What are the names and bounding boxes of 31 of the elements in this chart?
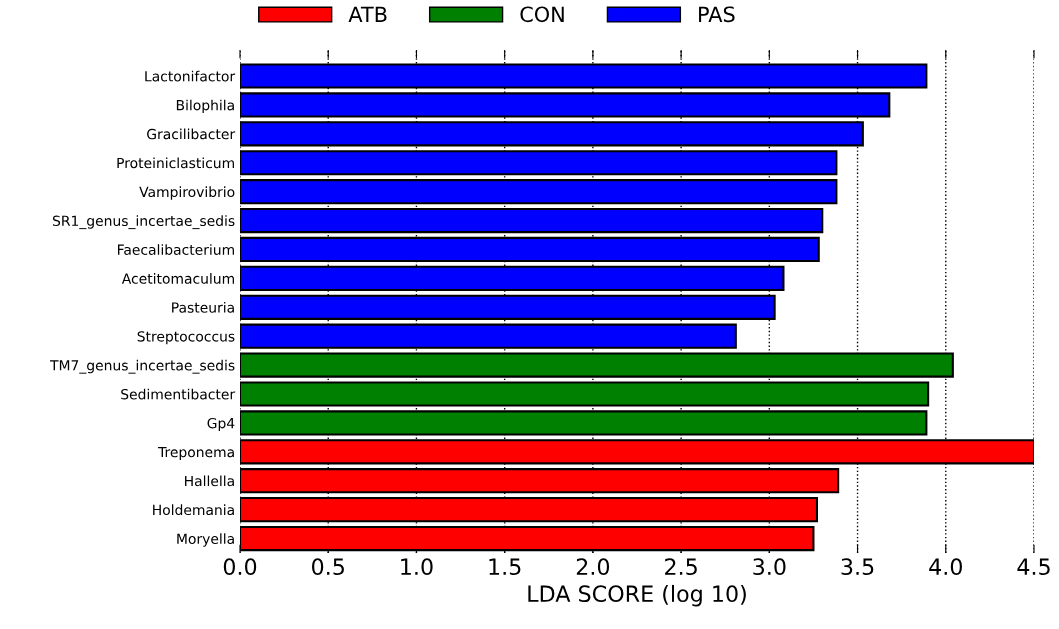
y-tick-label: SR1_genus_incertae_sedis (52, 215, 235, 230)
y-tick-label: Gracilibacter (147, 128, 236, 140)
y-tick-label: Acetitomaculum (121, 273, 234, 284)
y-tick-label: Sedimentibacter (121, 388, 236, 400)
x-tick-label: 0.5 (312, 558, 344, 576)
y-tick-label: Gp4 (207, 417, 235, 432)
x-tick-label: 1.5 (489, 558, 521, 576)
x-tick-label: 0.0 (223, 558, 257, 576)
y-tick-label: Treponema (158, 446, 234, 460)
y-tick-label: Bilophila (176, 99, 234, 114)
legend-label: PAS (699, 6, 735, 23)
y-tick-label: Vampirovibrio (139, 186, 235, 200)
y-tick-label: Moryella (177, 533, 234, 547)
x-tick-label: 3.5 (841, 558, 874, 576)
x-tick-label: 4.5 (1017, 558, 1050, 576)
y-tick-label: Streptococcus (137, 331, 235, 345)
y-tick-label: TM7_genus_incertae_sedis (50, 359, 235, 374)
x-tick-label: 2.5 (665, 558, 697, 576)
y-tick-label: Faecalibacterium (118, 244, 234, 255)
legend-label: ATB (348, 6, 387, 22)
y-tick-label: Hallella (185, 475, 234, 487)
y-tick-label: Pasteuria (172, 302, 234, 313)
y-tick-label: Holdemania (153, 504, 234, 516)
x-tick-label: 1.0 (401, 558, 433, 576)
legend-label: CON (520, 6, 564, 23)
y-tick-label: Proteiniclasticum (117, 157, 234, 169)
x-tick-label: 3.0 (753, 558, 786, 576)
x-tick-label: 4.0 (929, 558, 962, 576)
y-tick-label: Lactonifactor (145, 70, 236, 82)
x-tick-label: 2.0 (576, 558, 610, 576)
x-axis-title: LDA SCORE (log 10) (528, 584, 746, 607)
